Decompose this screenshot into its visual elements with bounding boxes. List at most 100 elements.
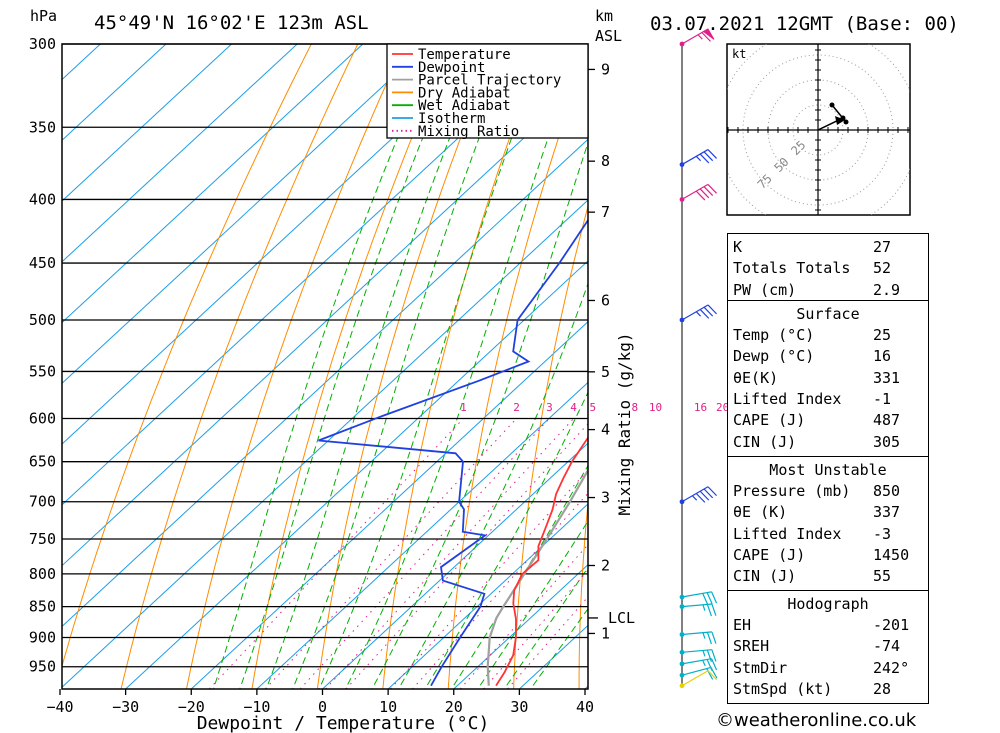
index-value: 55	[873, 567, 892, 586]
pressure-tick-label: 750	[29, 530, 56, 548]
mixing-ratio-line	[264, 418, 517, 689]
isotherm-line	[62, 44, 429, 385]
x-tick-label: 10	[379, 698, 397, 716]
mixing-ratio-label: 16	[694, 401, 707, 414]
index-label: EH	[733, 616, 752, 634]
km-tick-label: 2	[601, 556, 610, 574]
isotherm-line	[62, 44, 495, 445]
storm-motion-marker	[835, 116, 845, 125]
index-section-title: Most Unstable	[728, 459, 928, 480]
mixing-ratio-label: 10	[649, 401, 662, 414]
index-label: PW (cm)	[733, 280, 797, 299]
index-label: StmSpd (kt)	[733, 679, 833, 698]
isotherm-line	[62, 44, 561, 506]
wet-adiabat-line	[345, 44, 583, 689]
dry-adiabat-line	[251, 44, 452, 689]
pressure-tick-label: 700	[29, 493, 56, 511]
wet-adiabat-line	[212, 44, 439, 689]
wet-adiabat-line	[450, 464, 588, 689]
isotherm-line	[62, 44, 232, 202]
index-label: SREH	[733, 637, 770, 656]
wet-adiabat-line	[318, 44, 548, 689]
index-row: Temp (°C) 25	[728, 324, 928, 345]
index-value: 850	[873, 482, 901, 500]
hpa-label: hPa	[30, 7, 57, 25]
index-label: CIN (J)	[733, 432, 797, 451]
wet-adiabat-line	[503, 566, 588, 689]
index-label: Totals Totals	[733, 259, 851, 278]
dewpoint-profile	[318, 218, 588, 687]
index-label: θE (K)	[733, 503, 788, 522]
index-section-title: Surface	[728, 303, 928, 324]
isotherm-line	[62, 44, 364, 324]
index-label: Lifted Index	[733, 524, 842, 543]
index-value: 25	[873, 326, 892, 344]
index-row: CAPE (J) 487	[728, 409, 928, 430]
wind-barb	[679, 670, 718, 689]
index-label: Dewp (°C)	[733, 347, 815, 366]
isotherm-line	[190, 320, 588, 689]
plot-frame	[61, 43, 589, 690]
wet-adiabat-line	[477, 520, 588, 689]
wet-adiabat-line	[292, 44, 516, 689]
isotherm-line	[62, 44, 167, 141]
x-tick-label: 40	[576, 698, 594, 716]
mixing-ratio-label: 1	[460, 401, 467, 414]
index-value: 305	[873, 432, 901, 451]
index-row: StmSpd (kt) 28	[728, 678, 928, 699]
wind-barb	[679, 28, 715, 47]
index-row: Totals Totals 52	[728, 257, 928, 278]
index-value: -74	[873, 637, 901, 656]
x-tick-label: 30	[510, 698, 528, 716]
index-row: CIN (J) 55	[728, 565, 928, 586]
isotherm-line	[62, 138, 588, 628]
mixing-ratio-label: 20	[716, 401, 729, 414]
wind-barb	[679, 591, 718, 605]
km-tick-label: 6	[601, 291, 610, 309]
dry-adiabat-line	[186, 44, 405, 689]
dry-adiabat-line	[120, 44, 359, 689]
km-tick-label: 1	[601, 624, 610, 642]
wet-adiabat-line	[424, 391, 588, 689]
legend-label: Isotherm	[418, 111, 485, 127]
pressure-tick-label: 800	[29, 565, 56, 583]
index-section-title-text: Surface	[796, 305, 860, 323]
index-label: CAPE (J)	[733, 411, 806, 430]
mixing-ratio-label: 4	[570, 401, 577, 414]
isotherm-line	[387, 503, 588, 689]
credit-text: ©weatheronline.co.uk	[716, 710, 917, 731]
index-label: Pressure (mb)	[733, 482, 851, 500]
mixing-ratio-line	[483, 569, 588, 689]
index-row: K 27	[728, 236, 928, 257]
index-value: -201	[873, 616, 910, 634]
mixing-ratio-axis-title: Mixing Ratio (g/kg)	[615, 332, 634, 515]
index-row: Lifted Index -3	[728, 523, 928, 544]
mixing-ratio-line	[390, 469, 588, 689]
index-label: StmDir	[733, 658, 788, 677]
hodograph-point	[829, 102, 835, 108]
index-label: θE(K)	[733, 368, 779, 387]
pressure-tick-label: 400	[29, 190, 56, 208]
x-axis-title: Dewpoint / Temperature (°C)	[197, 713, 490, 733]
isotherm-line	[62, 199, 588, 688]
legend-label: Dewpoint	[418, 60, 485, 76]
x-tick-label: −10	[243, 698, 270, 716]
mixing-ratio-line	[345, 423, 588, 689]
legend-label: Temperature	[418, 47, 511, 63]
mixing-ratio-line	[208, 418, 464, 689]
pressure-tick-label: 650	[29, 453, 56, 471]
isotherm-line	[62, 44, 298, 263]
pressure-tick-label: 900	[29, 629, 56, 647]
isotherm-line	[62, 77, 588, 567]
km-tick-label: 5	[601, 363, 610, 381]
index-value: 1450	[873, 545, 910, 564]
mixing-ratio-label: 3	[546, 401, 553, 414]
pressure-tick-label: 600	[29, 409, 56, 427]
indices-surface-box: Surface Temp (°C) 25 Dewp (°C) 16 θE(K) 331 Lif…	[727, 300, 929, 458]
km-tick-label: 7	[601, 203, 610, 221]
index-row: EH -201	[728, 614, 928, 635]
legend-label: Dry Adiabat	[418, 85, 511, 101]
index-label: CIN (J)	[733, 567, 797, 586]
legend-box	[386, 43, 589, 139]
